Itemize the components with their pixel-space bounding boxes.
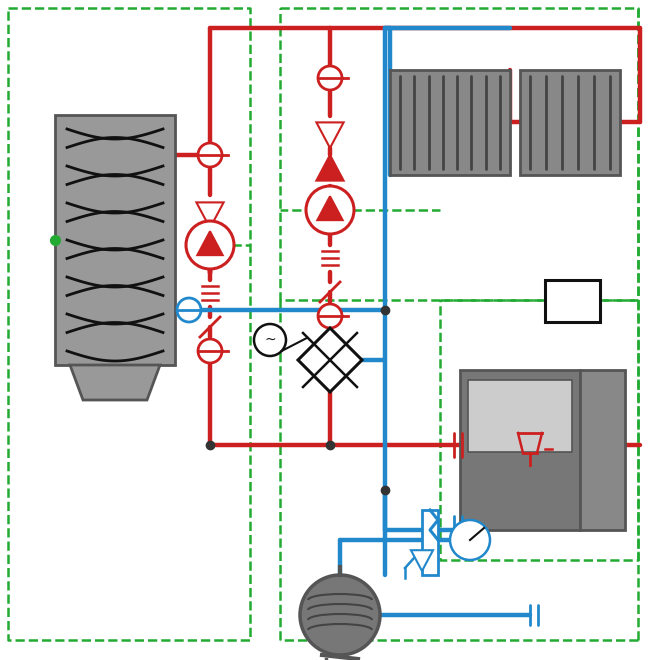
- Polygon shape: [317, 122, 344, 148]
- Polygon shape: [298, 328, 362, 392]
- Circle shape: [450, 520, 490, 560]
- Circle shape: [186, 221, 234, 269]
- Circle shape: [300, 575, 380, 655]
- Polygon shape: [317, 155, 344, 181]
- Polygon shape: [70, 365, 160, 400]
- Bar: [422, 510, 438, 575]
- Bar: [580, 370, 625, 530]
- Bar: [390, 70, 510, 175]
- Bar: [468, 380, 572, 452]
- Bar: [460, 370, 580, 530]
- Circle shape: [177, 298, 201, 322]
- Polygon shape: [317, 196, 343, 220]
- Bar: [55, 115, 175, 365]
- Circle shape: [254, 324, 286, 356]
- Circle shape: [318, 304, 342, 328]
- Circle shape: [198, 143, 222, 167]
- Polygon shape: [196, 234, 224, 259]
- Circle shape: [306, 186, 354, 234]
- Circle shape: [198, 339, 222, 363]
- Bar: [545, 280, 600, 322]
- Bar: [520, 70, 620, 175]
- Polygon shape: [198, 231, 223, 255]
- Circle shape: [318, 66, 342, 90]
- Text: ~: ~: [264, 333, 276, 347]
- Polygon shape: [196, 203, 224, 228]
- Polygon shape: [411, 550, 433, 571]
